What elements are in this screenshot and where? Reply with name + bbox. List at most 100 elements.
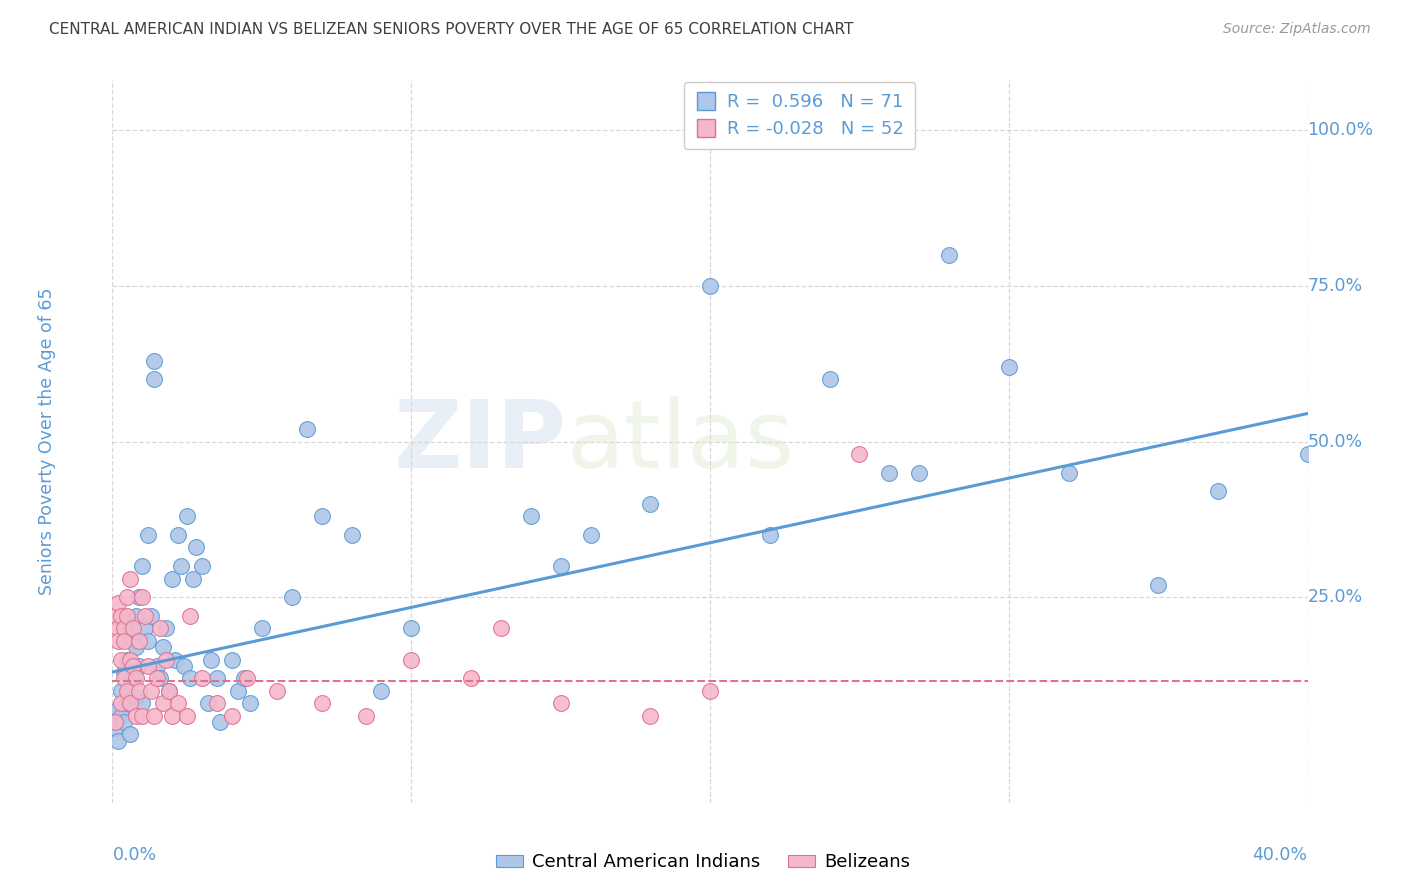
Text: atlas: atlas [567, 395, 794, 488]
Point [311, 509, 333, 524]
Point [114, 621, 135, 635]
Point [114, 671, 135, 685]
Text: 25.0%: 25.0% [1308, 588, 1362, 607]
Point [311, 696, 333, 710]
Point [143, 372, 166, 386]
Point [520, 509, 543, 524]
Point [401, 652, 423, 666]
Point [131, 591, 153, 605]
Point [191, 671, 214, 685]
Point [107, 633, 129, 648]
Point [117, 652, 139, 666]
Point [186, 541, 208, 555]
Point [176, 509, 198, 524]
Point [117, 696, 139, 710]
Text: Source: ZipAtlas.com: Source: ZipAtlas.com [1223, 22, 1371, 37]
Point [122, 621, 145, 635]
Point [131, 708, 153, 723]
Point [356, 708, 378, 723]
Point [205, 671, 228, 685]
Point [176, 708, 198, 723]
Point [134, 609, 156, 624]
Point [759, 528, 782, 542]
Point [104, 714, 127, 729]
Point [181, 572, 204, 586]
Point [998, 359, 1021, 374]
Point [110, 696, 132, 710]
Point [167, 528, 190, 542]
Point [110, 683, 132, 698]
Point [125, 609, 148, 624]
Legend: Central American Indians, Belizeans: Central American Indians, Belizeans [489, 847, 917, 879]
Point [157, 683, 180, 698]
Point [908, 466, 931, 480]
Point [938, 248, 960, 262]
Point [141, 609, 163, 624]
Point [128, 591, 150, 605]
Point [128, 683, 150, 698]
Text: CENTRAL AMERICAN INDIAN VS BELIZEAN SENIORS POVERTY OVER THE AGE OF 65 CORRELATI: CENTRAL AMERICAN INDIAN VS BELIZEAN SENI… [49, 22, 853, 37]
Point [550, 696, 572, 710]
Point [179, 671, 201, 685]
Point [236, 671, 259, 685]
Point [370, 683, 392, 698]
Point [107, 621, 129, 635]
Text: 40.0%: 40.0% [1253, 847, 1308, 864]
Point [157, 683, 180, 698]
Point [128, 633, 150, 648]
Point [125, 708, 148, 723]
Point [162, 572, 183, 586]
Point [110, 708, 132, 723]
Point [146, 658, 169, 673]
Point [104, 721, 127, 735]
Point [138, 528, 160, 542]
Point [149, 671, 172, 685]
Point [122, 671, 145, 685]
Text: 100.0%: 100.0% [1308, 121, 1374, 139]
Text: 75.0%: 75.0% [1308, 277, 1362, 295]
Point [340, 528, 363, 542]
Point [120, 621, 142, 635]
Point [1206, 484, 1229, 499]
Point [107, 597, 129, 611]
Point [200, 652, 222, 666]
Point [179, 609, 201, 624]
Point [162, 708, 183, 723]
Legend: R =  0.596   N = 71, R = -0.028   N = 52: R = 0.596 N = 71, R = -0.028 N = 52 [685, 82, 915, 149]
Point [120, 696, 142, 710]
Point [138, 633, 160, 648]
Point [250, 621, 273, 635]
Point [114, 633, 135, 648]
Point [125, 640, 148, 654]
Point [141, 683, 163, 698]
Point [122, 633, 145, 648]
Point [640, 708, 662, 723]
Point [281, 591, 304, 605]
Point [138, 658, 160, 673]
Point [640, 497, 662, 511]
Point [1296, 447, 1319, 461]
Point [152, 696, 174, 710]
Point [131, 696, 153, 710]
Point [104, 609, 127, 624]
Point [146, 671, 169, 685]
Point [107, 733, 129, 747]
Point [1147, 578, 1170, 592]
Point [125, 690, 148, 704]
Point [152, 640, 174, 654]
Point [550, 559, 572, 574]
Text: 0.0%: 0.0% [112, 847, 156, 864]
Point [1057, 466, 1080, 480]
Point [197, 696, 219, 710]
Point [489, 621, 512, 635]
Point [149, 621, 172, 635]
Point [295, 422, 318, 436]
Point [143, 708, 166, 723]
Point [110, 609, 132, 624]
Point [401, 621, 423, 635]
Point [170, 559, 193, 574]
Point [125, 671, 148, 685]
Point [122, 658, 145, 673]
Point [699, 683, 721, 698]
Text: 50.0%: 50.0% [1308, 433, 1362, 450]
